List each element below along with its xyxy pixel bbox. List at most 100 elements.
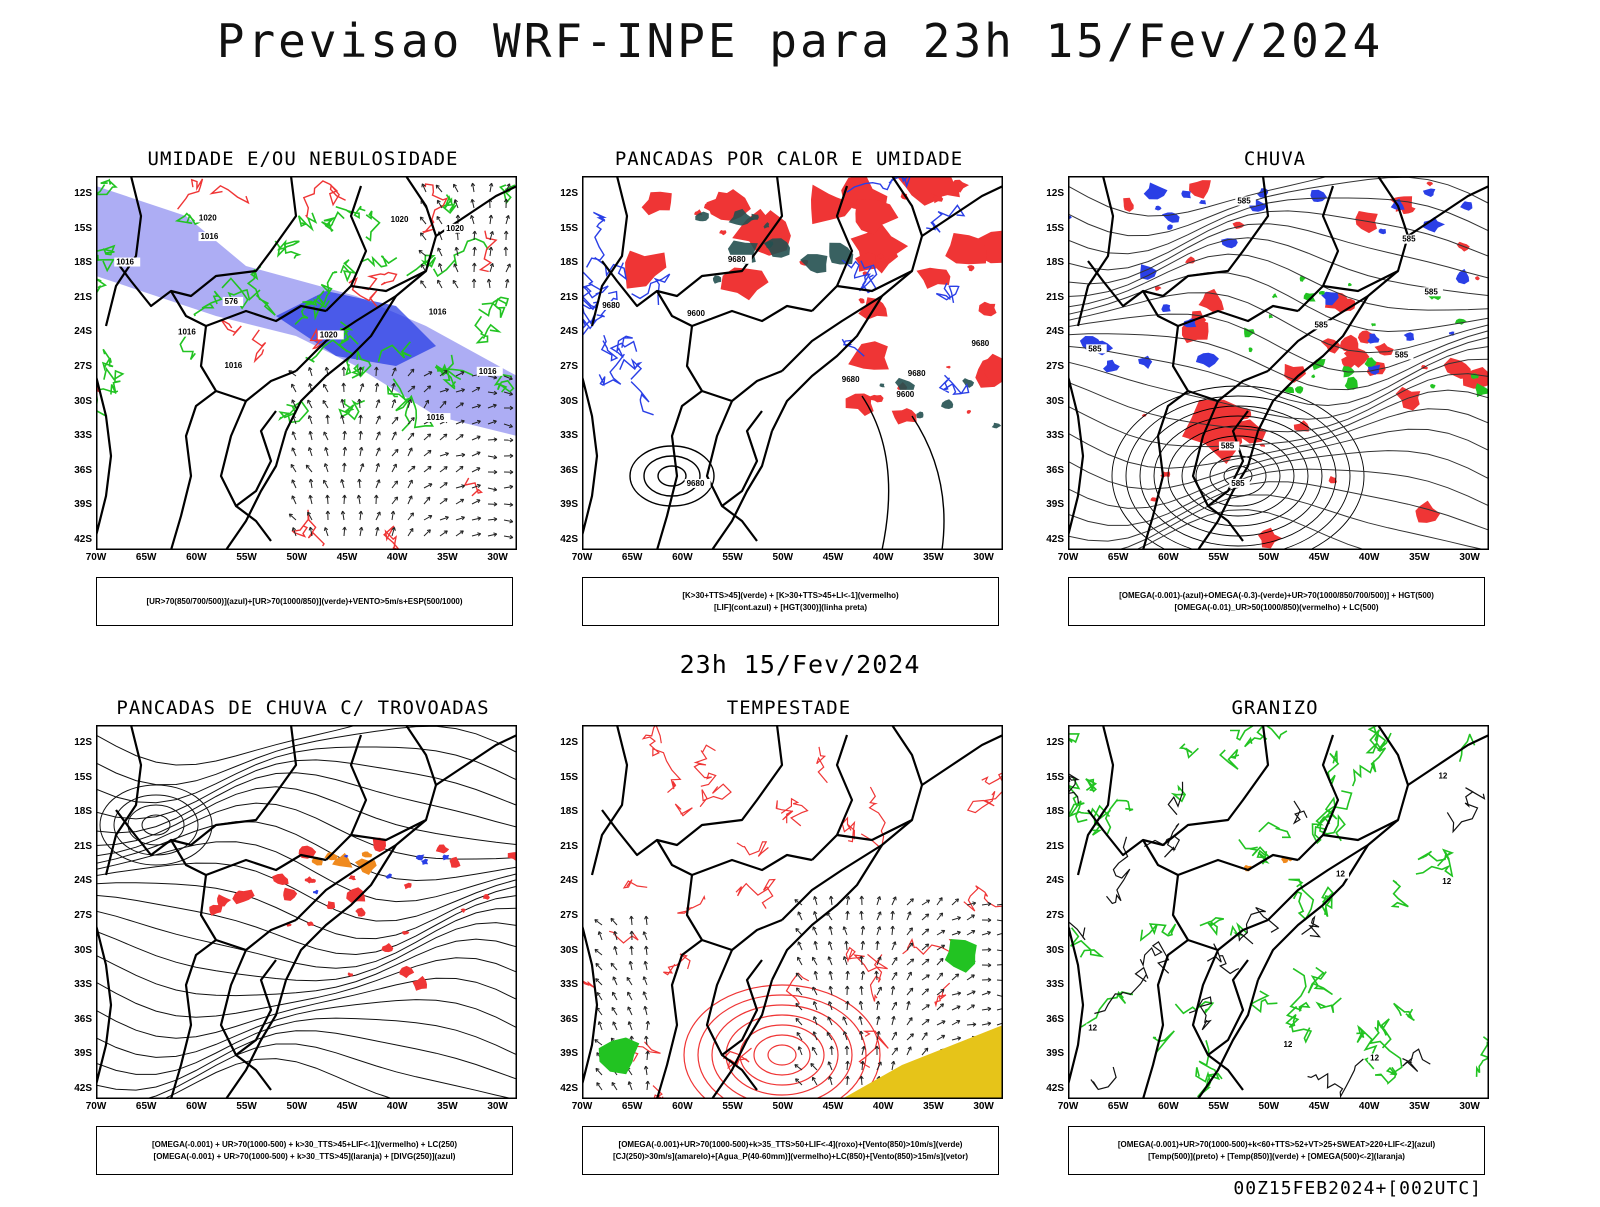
lat-tick-label: 27S — [1030, 361, 1064, 372]
contour-label: 1016 — [116, 258, 134, 267]
lat-tick-label: 27S — [544, 361, 578, 372]
map-background — [1068, 176, 1489, 550]
lat-tick-label: 39S — [544, 1048, 578, 1059]
lat-tick-label: 15S — [1030, 223, 1064, 234]
lon-tick-label: 30W — [969, 552, 999, 563]
lat-tick-label: 33S — [58, 430, 92, 441]
lat-tick-label: 21S — [1030, 841, 1064, 852]
contour-label: 1016 — [479, 367, 497, 376]
lat-tick-label: 33S — [544, 979, 578, 990]
lat-tick-label: 42S — [58, 1083, 92, 1094]
lon-tick-label: 70W — [1053, 1101, 1083, 1112]
lat-tick-label: 12S — [1030, 188, 1064, 199]
contour-label: 585 — [1402, 235, 1416, 244]
legend-line: [Temp(500)](preto) + [Temp(850)](verde) … — [1069, 1151, 1484, 1163]
lat-tick-label: 39S — [1030, 1048, 1064, 1059]
contour-label: 585 — [1314, 320, 1328, 329]
contour-label: 9680 — [602, 301, 620, 310]
lon-tick-label: 35W — [918, 1101, 948, 1112]
contour-label: 585 — [1221, 441, 1235, 450]
lon-tick-label: 70W — [1053, 552, 1083, 563]
lon-tick-label: 70W — [81, 1101, 111, 1112]
map-tempestade — [582, 725, 1003, 1099]
lat-tick-label: 12S — [1030, 737, 1064, 748]
lat-tick-label: 18S — [58, 806, 92, 817]
contour-label: 1016 — [178, 328, 196, 337]
legend-line: [OMEGA(-0.001) + UR>70(1000-500) + k>30_… — [97, 1151, 512, 1163]
contour-label: 12 — [1442, 877, 1451, 886]
lat-tick-label: 36S — [58, 1014, 92, 1025]
lon-tick-label: 35W — [918, 552, 948, 563]
lon-tick-label: 45W — [818, 552, 848, 563]
lat-tick-label: 39S — [1030, 499, 1064, 510]
lat-tick-label: 18S — [1030, 257, 1064, 268]
lat-tick-label: 30S — [58, 945, 92, 956]
lat-tick-label: 27S — [1030, 910, 1064, 921]
lat-tick-label: 15S — [544, 223, 578, 234]
lon-tick-label: 40W — [868, 552, 898, 563]
lat-tick-label: 33S — [1030, 979, 1064, 990]
lat-tick-label: 12S — [544, 737, 578, 748]
lat-tick-label: 33S — [58, 979, 92, 990]
lon-tick-label: 70W — [567, 1101, 597, 1112]
lat-tick-label: 24S — [1030, 326, 1064, 337]
lon-tick-label: 40W — [1354, 1101, 1384, 1112]
lat-tick-label: 30S — [1030, 945, 1064, 956]
map-canvas — [582, 725, 1003, 1099]
lon-tick-label: 65W — [131, 552, 161, 563]
lat-tick-label: 39S — [544, 499, 578, 510]
legend-line: [LIF](cont.azul) + [HGT(300)](linha pret… — [583, 602, 998, 614]
lon-tick-label: 50W — [1254, 552, 1284, 563]
lon-tick-label: 60W — [181, 552, 211, 563]
lon-tick-label: 65W — [617, 552, 647, 563]
panel-title: GRANIZO — [1030, 697, 1520, 719]
contour-label: 1020 — [320, 330, 338, 339]
map-background — [96, 725, 517, 1099]
contour-label: 585 — [1237, 197, 1251, 206]
lon-tick-label: 45W — [818, 1101, 848, 1112]
lon-tick-label: 40W — [868, 1101, 898, 1112]
lat-tick-label: 36S — [58, 465, 92, 476]
map-trovoadas — [96, 725, 517, 1099]
contour-label: 576 — [225, 297, 239, 306]
legend-line: [CJ(250)>30m/s](amarelo)+[Agua_P(40-60mm… — [583, 1151, 998, 1163]
legend-box: [OMEGA(-0.001)-(azul)+OMEGA(-0.3)-(verde… — [1068, 577, 1485, 626]
lon-tick-label: 40W — [382, 552, 412, 563]
lon-tick-label: 30W — [1455, 552, 1485, 563]
lat-tick-label: 42S — [58, 534, 92, 545]
lon-tick-label: 55W — [232, 552, 262, 563]
panel-title: TEMPESTADE — [544, 697, 1034, 719]
lon-tick-label: 35W — [1404, 1101, 1434, 1112]
lat-tick-label: 21S — [58, 292, 92, 303]
lat-tick-label: 27S — [58, 910, 92, 921]
lon-tick-label: 65W — [1103, 552, 1133, 563]
contour-label: 585 — [1395, 350, 1409, 359]
lat-tick-label: 39S — [58, 1048, 92, 1059]
lat-tick-label: 24S — [544, 326, 578, 337]
legend-line: [K>30+TTS>45](verde) + [K>30+TTS>45+LI<-… — [583, 590, 998, 602]
lat-tick-label: 15S — [58, 772, 92, 783]
panel-title: CHUVA — [1030, 148, 1520, 170]
contour-label: 1020 — [199, 213, 217, 222]
legend-box: [UR>70(850/700/500)](azul)+[UR>70(1000/8… — [96, 577, 513, 626]
legend-box: [OMEGA(-0.001)+UR>70(1000-500)+k<60+TTS>… — [1068, 1126, 1485, 1175]
lon-tick-label: 50W — [768, 1101, 798, 1112]
contour-label: 12 — [1283, 1040, 1292, 1049]
lon-tick-label: 50W — [1254, 1101, 1284, 1112]
lon-tick-label: 30W — [1455, 1101, 1485, 1112]
lat-tick-label: 24S — [1030, 875, 1064, 886]
legend-box: [OMEGA(-0.001) + UR>70(1000-500) + k>30_… — [96, 1126, 513, 1175]
lon-tick-label: 45W — [332, 552, 362, 563]
lat-tick-label: 39S — [58, 499, 92, 510]
lon-tick-label: 40W — [382, 1101, 412, 1112]
lat-tick-label: 24S — [58, 875, 92, 886]
contour-label: 1020 — [391, 215, 409, 224]
legend-box: [K>30+TTS>45](verde) + [K>30+TTS>45+LI<-… — [582, 577, 999, 626]
contour-label: 585 — [1424, 287, 1438, 296]
lat-tick-label: 12S — [58, 188, 92, 199]
